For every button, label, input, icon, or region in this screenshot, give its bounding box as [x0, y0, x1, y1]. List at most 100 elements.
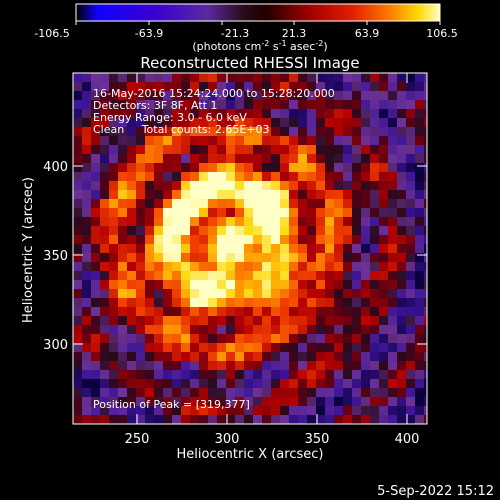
- image-pixel: [208, 406, 217, 415]
- image-pixel: [136, 262, 145, 271]
- image-pixel: [244, 172, 253, 181]
- image-pixel: [316, 406, 325, 415]
- image-pixel: [280, 235, 289, 244]
- image-pixel: [163, 82, 172, 91]
- image-pixel: [298, 361, 307, 370]
- image-pixel: [154, 298, 163, 307]
- image-pixel: [73, 253, 82, 262]
- image-pixel: [226, 226, 235, 235]
- image-pixel: [361, 307, 370, 316]
- colorbar-tick-label: -21.3: [221, 27, 249, 40]
- image-pixel: [397, 82, 406, 91]
- image-pixel: [397, 163, 406, 172]
- image-pixel: [316, 316, 325, 325]
- image-pixel: [163, 190, 172, 199]
- image-pixel: [325, 316, 334, 325]
- image-pixel: [136, 118, 145, 127]
- image-pixel: [172, 334, 181, 343]
- image-pixel: [316, 253, 325, 262]
- image-pixel: [109, 118, 118, 127]
- image-pixel: [244, 262, 253, 271]
- image-pixel: [100, 325, 109, 334]
- image-pixel: [100, 280, 109, 289]
- image-pixel: [406, 109, 415, 118]
- image-pixel: [415, 208, 424, 217]
- image-pixel: [289, 235, 298, 244]
- image-pixel: [91, 325, 100, 334]
- image-pixel: [73, 316, 82, 325]
- image-pixel: [73, 325, 82, 334]
- image-pixel: [316, 163, 325, 172]
- image-pixel: [244, 334, 253, 343]
- image-pixel: [154, 235, 163, 244]
- image-pixel: [397, 406, 406, 415]
- image-pixel: [361, 253, 370, 262]
- image-pixel: [154, 217, 163, 226]
- image-pixel: [262, 91, 271, 100]
- image-pixel: [388, 217, 397, 226]
- image-pixel: [361, 271, 370, 280]
- image-pixel: [73, 307, 82, 316]
- image-pixel: [307, 82, 316, 91]
- image-pixel: [190, 343, 199, 352]
- image-pixel: [190, 388, 199, 397]
- image-pixel: [271, 181, 280, 190]
- image-pixel: [397, 325, 406, 334]
- image-pixel: [334, 406, 343, 415]
- image-pixel: [235, 379, 244, 388]
- image-pixel: [109, 109, 118, 118]
- image-pixel: [424, 199, 427, 208]
- image-pixel: [388, 361, 397, 370]
- image-pixel: [334, 415, 343, 424]
- image-pixel: [325, 163, 334, 172]
- image-pixel: [334, 82, 343, 91]
- image-pixel: [424, 415, 427, 424]
- image-pixel: [235, 109, 244, 118]
- colorbar: [75, 3, 441, 22]
- image-pixel: [154, 190, 163, 199]
- image-pixel: [289, 208, 298, 217]
- image-pixel: [334, 226, 343, 235]
- image-pixel: [235, 271, 244, 280]
- image-pixel: [361, 109, 370, 118]
- image-pixel: [208, 271, 217, 280]
- image-pixel: [154, 334, 163, 343]
- image-pixel: [136, 307, 145, 316]
- image-pixel: [406, 217, 415, 226]
- image-pixel: [253, 244, 262, 253]
- image-pixel: [271, 334, 280, 343]
- image-pixel: [316, 352, 325, 361]
- image-pixel: [163, 208, 172, 217]
- image-pixel: [82, 361, 91, 370]
- image-pixel: [289, 307, 298, 316]
- image-pixel: [343, 82, 352, 91]
- image-pixel: [109, 217, 118, 226]
- image-pixel: [235, 406, 244, 415]
- image-pixel: [154, 136, 163, 145]
- image-pixel: [424, 271, 427, 280]
- image-pixel: [316, 226, 325, 235]
- image-pixel: [91, 352, 100, 361]
- image-pixel: [424, 118, 427, 127]
- image-pixel: [181, 235, 190, 244]
- image-pixel: [370, 91, 379, 100]
- image-pixel: [253, 343, 262, 352]
- image-pixel: [91, 163, 100, 172]
- image-pixel: [154, 199, 163, 208]
- image-pixel: [109, 343, 118, 352]
- image-pixel: [334, 379, 343, 388]
- image-pixel: [370, 316, 379, 325]
- image-pixel: [217, 406, 226, 415]
- image-pixel: [415, 253, 424, 262]
- image-pixel: [217, 91, 226, 100]
- image-pixel: [118, 199, 127, 208]
- image-pixel: [397, 415, 406, 424]
- image-pixel: [334, 217, 343, 226]
- image-pixel: [370, 397, 379, 406]
- image-pixel: [271, 370, 280, 379]
- image-pixel: [280, 397, 289, 406]
- image-pixel: [82, 181, 91, 190]
- image-pixel: [226, 388, 235, 397]
- image-pixel: [145, 370, 154, 379]
- image-pixel: [289, 118, 298, 127]
